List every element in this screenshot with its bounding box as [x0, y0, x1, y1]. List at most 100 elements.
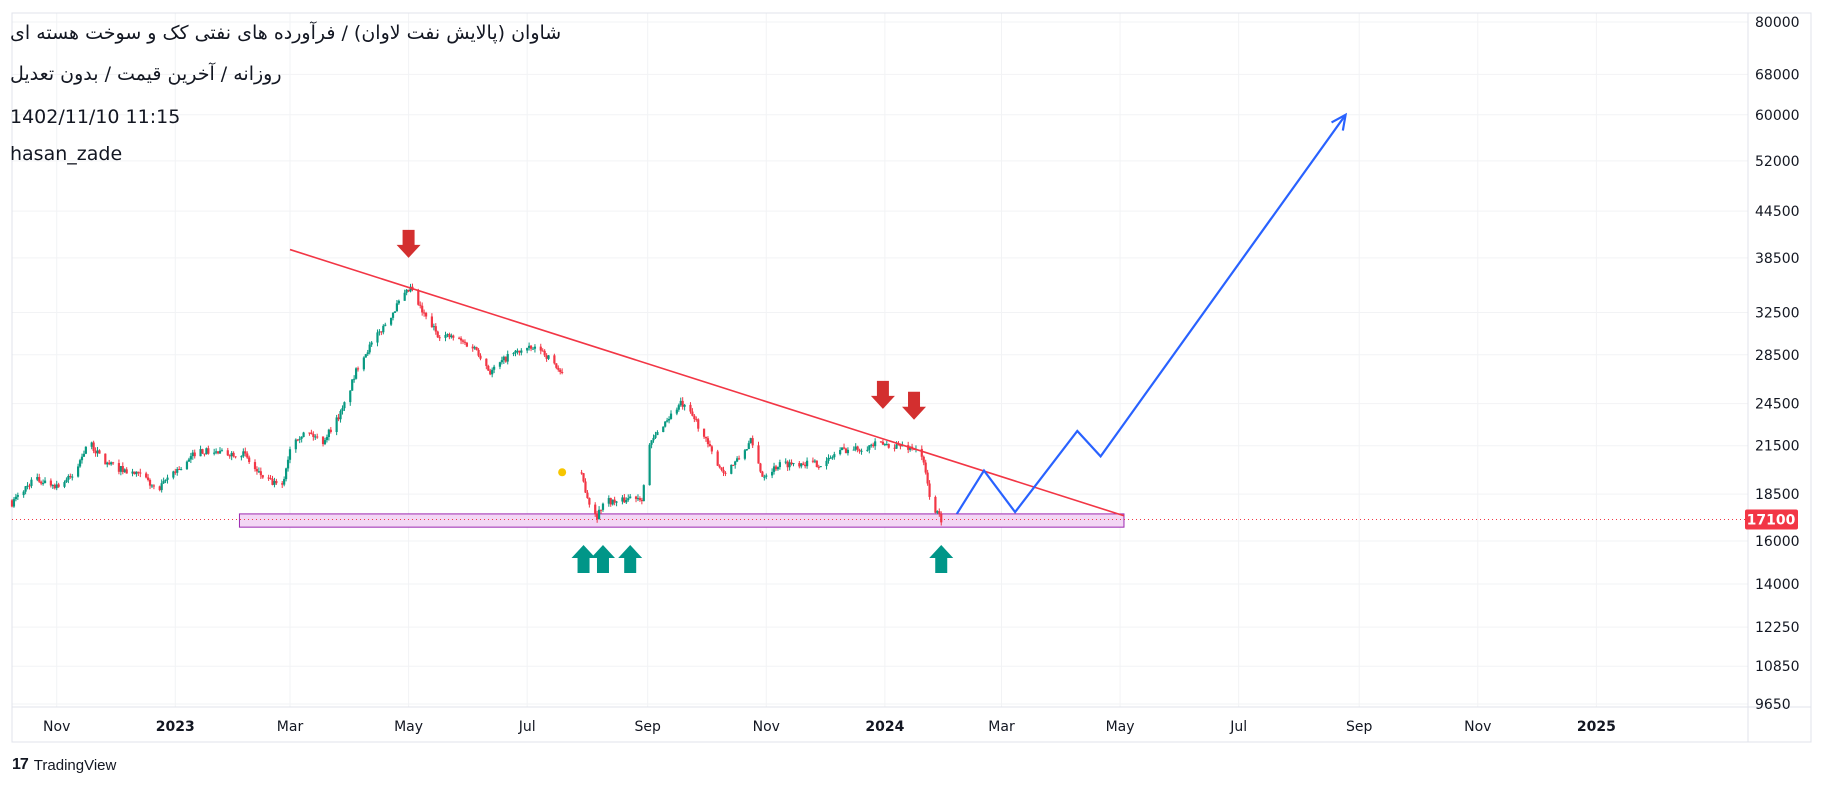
candle-body: [160, 483, 163, 491]
candle-body: [314, 436, 317, 438]
candle-body: [286, 459, 290, 469]
candle-body: [858, 449, 861, 452]
tradingview-logo[interactable]: 17 TradingView: [12, 756, 116, 774]
time-axis[interactable]: Nov 2023 Mar May Jul Sep Nov 2024 Mar May Jul Sep No…: [43, 719, 1616, 735]
candle-body: [353, 378, 356, 380]
arrow-up-icon[interactable]: [571, 545, 596, 574]
candle-body: [403, 292, 406, 301]
candle-body: [55, 484, 58, 489]
descending-trendline[interactable]: [289, 248, 1125, 517]
candle-body: [489, 370, 492, 375]
support-zone[interactable]: [238, 513, 1125, 528]
candle-body: [110, 462, 113, 465]
candle-body: [106, 462, 109, 465]
candle-body: [463, 341, 467, 343]
candle-body: [584, 481, 587, 493]
support-zone-rect[interactable]: [238, 513, 1125, 528]
candle-body: [409, 286, 412, 292]
candle-body: [825, 460, 828, 467]
candle-body: [232, 452, 235, 457]
candle-body: [662, 426, 665, 433]
candle-body: [203, 453, 206, 455]
arrow-up-icon[interactable]: [590, 545, 615, 574]
projection-group[interactable]: [955, 112, 1348, 515]
candle-body: [640, 499, 643, 502]
candle-body: [531, 348, 535, 350]
candle-body: [341, 408, 344, 412]
candle-body: [275, 480, 278, 484]
candle-body: [506, 354, 509, 362]
candle-body: [588, 497, 591, 505]
candle-body: [94, 450, 97, 454]
tradingview-logo-label: TradingView: [33, 756, 117, 774]
candle-body: [123, 469, 126, 473]
candle-body: [870, 444, 873, 446]
candle-body: [491, 369, 494, 375]
candle-body: [872, 444, 875, 447]
candle-body: [706, 438, 710, 445]
candle-body: [405, 289, 408, 293]
chart-author: hasan_zade: [10, 143, 123, 165]
candle-body: [751, 438, 754, 446]
candle-body: [14, 496, 17, 500]
candle-body: [786, 461, 789, 468]
candle-body: [844, 448, 848, 454]
candle-body: [444, 334, 447, 338]
candle-body: [71, 476, 74, 478]
candle-body: [805, 460, 809, 467]
trendline-group[interactable]: [289, 248, 1125, 517]
candle-body: [597, 509, 601, 520]
candle-body: [10, 500, 14, 507]
candle-body: [800, 463, 803, 467]
arrow-down-icon[interactable]: [902, 391, 927, 420]
candle-body: [417, 290, 420, 305]
arrow-down-icon[interactable]: [396, 229, 421, 258]
time-tick-label: Jul: [518, 719, 536, 735]
candle-body: [335, 417, 338, 433]
signal-dot[interactable]: [558, 468, 567, 477]
candle-body: [121, 466, 124, 473]
candle-body: [145, 473, 148, 478]
candle-body: [842, 447, 846, 449]
candle-body: [230, 452, 233, 457]
candle-body: [677, 405, 680, 410]
candle-body: [228, 455, 231, 457]
candle-body: [487, 365, 490, 371]
arrow-up-icon[interactable]: [929, 545, 954, 574]
candle-body: [82, 453, 86, 457]
candle-body: [213, 452, 216, 454]
candle-body: [629, 496, 632, 499]
projection-path[interactable]: [955, 114, 1347, 515]
candle-body: [736, 458, 739, 462]
candle-body: [652, 437, 655, 441]
arrow-down-icon[interactable]: [870, 380, 895, 409]
candle-body: [693, 415, 696, 420]
candle-body: [543, 350, 546, 356]
price-tick-label: 18500: [1755, 487, 1800, 503]
candle-body: [40, 481, 43, 484]
candle-body: [471, 346, 474, 349]
candles-group: [10, 283, 943, 526]
markers-group[interactable]: [396, 229, 954, 574]
candle-body: [788, 462, 791, 468]
candle-body: [337, 417, 340, 420]
candle-body: [485, 358, 488, 366]
candle-body: [697, 419, 700, 429]
candle-body: [36, 477, 39, 480]
candle-body: [811, 460, 815, 462]
candle-body: [493, 366, 496, 370]
candle-body: [776, 467, 780, 470]
arrow-up-icon[interactable]: [618, 545, 643, 574]
candle-body: [518, 350, 521, 353]
candle-body: [798, 463, 801, 467]
candle-body: [117, 463, 121, 472]
candle-body: [638, 498, 642, 500]
candle-body: [695, 419, 698, 421]
price-axis[interactable]: 80000 68000 60000 52000 44500 38500 32500 28500…: [1755, 15, 1800, 713]
candle-body: [533, 346, 537, 349]
candle-body: [323, 440, 327, 445]
candle-body: [310, 432, 313, 435]
candle-body: [78, 460, 82, 467]
candle-body: [16, 495, 19, 497]
